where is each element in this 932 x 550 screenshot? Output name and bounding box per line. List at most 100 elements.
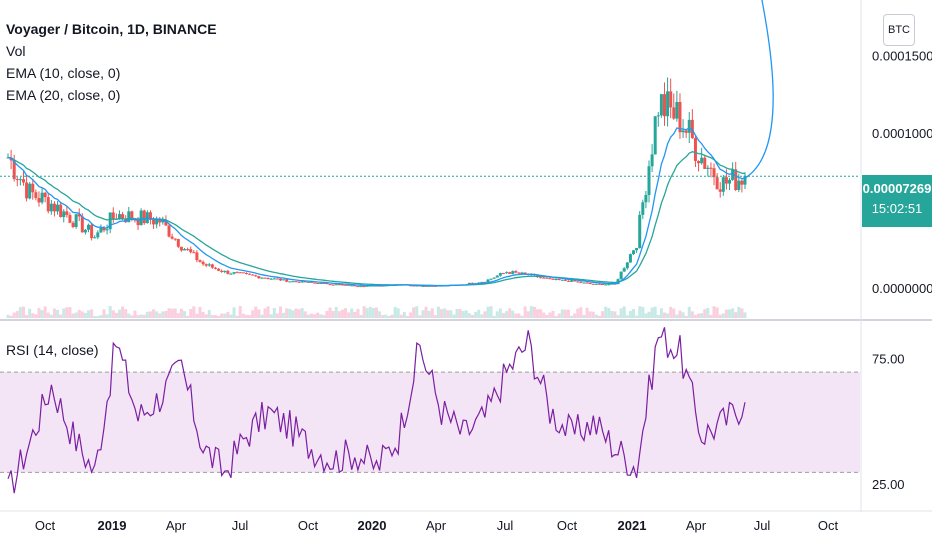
volume-bar [285, 308, 289, 318]
candle-body [316, 282, 320, 284]
volume-bar [635, 315, 639, 318]
volume-bar [108, 306, 112, 318]
candle-body [288, 281, 292, 283]
volume-bar [167, 308, 171, 318]
candle-body [325, 283, 329, 285]
volume-bar [62, 308, 66, 318]
candle-body [647, 166, 651, 195]
candle-body [217, 268, 221, 271]
volume-bar [186, 315, 190, 318]
candle-body [644, 194, 648, 203]
candle-body [275, 278, 279, 280]
candle-body [254, 275, 258, 277]
volume-bar [102, 309, 106, 318]
ema-10-label[interactable]: EMA (10, close, 0) [6, 65, 121, 81]
candle-body [421, 285, 425, 287]
candle-body [232, 272, 236, 274]
candle-body [495, 275, 499, 278]
ema-20-line [7, 151, 746, 287]
volume-bar [529, 306, 533, 318]
candle-body [25, 182, 29, 199]
volume-bar [334, 306, 338, 318]
candle-body [681, 130, 685, 133]
rsi-indicator-label[interactable]: RSI (14, close) [6, 342, 99, 358]
candle-body [195, 252, 199, 261]
candle-body [155, 218, 159, 225]
volume-bar [83, 312, 87, 318]
rsi-band [0, 372, 860, 473]
candle-body [31, 183, 35, 193]
volume-bar [588, 311, 592, 318]
candle-body [124, 218, 128, 223]
candle-body [99, 227, 103, 233]
candle-body [282, 279, 286, 281]
volume-bar [724, 309, 728, 318]
candle-body [229, 273, 233, 275]
time-axis-tick-label: Jul [232, 518, 249, 533]
volume-bar [173, 308, 177, 318]
symbol-title[interactable]: Voyager / Bitcoin, 1D, BINANCE [6, 21, 217, 37]
candle-body [102, 227, 106, 231]
candle-body [470, 282, 474, 284]
candle-body [192, 252, 196, 254]
candle-body [650, 154, 654, 167]
volume-bar [591, 311, 595, 318]
volume-bar [666, 313, 670, 318]
volume-bar [467, 313, 471, 318]
candle-body [21, 179, 25, 183]
candle-body [285, 279, 289, 282]
ema-20-label[interactable]: EMA (20, close, 0) [6, 87, 121, 103]
volume-bar [71, 313, 75, 318]
candle-body [675, 101, 679, 119]
time-axis-tick-label: 2020 [358, 518, 387, 533]
candle-body [517, 272, 521, 274]
volume-bar [734, 312, 738, 318]
volume-bar [353, 312, 357, 318]
candle-body [709, 167, 713, 169]
volume-bar [378, 311, 382, 318]
time-axis-tick-label: Oct [35, 518, 56, 533]
candle-body [176, 239, 180, 247]
time-axis[interactable]: Oct 2019 Apr Jul Oct 2020 Apr Jul Oct 2021 Apr Jul O… [35, 518, 839, 533]
currency-button[interactable]: BTC [883, 14, 915, 46]
volume-bar [480, 314, 484, 318]
volume-bar [653, 306, 657, 318]
volume-bar [384, 314, 388, 318]
volume-bar [693, 314, 697, 318]
volume-bar [114, 312, 118, 318]
candle-body [223, 270, 227, 272]
volume-bar [297, 309, 301, 318]
volume-bar [77, 309, 81, 318]
candle-body [260, 277, 264, 279]
volume-bar [306, 314, 310, 318]
candle-body [625, 262, 629, 269]
candle-body [635, 247, 639, 251]
candle-body [424, 285, 428, 287]
candle-body [554, 278, 558, 280]
candle-body [653, 116, 657, 155]
volume-bar [275, 313, 279, 318]
volume-bar [619, 308, 623, 318]
volume-bar [731, 308, 735, 318]
candle-body [18, 179, 22, 181]
time-axis-tick-label: Apr [426, 518, 447, 533]
volume-bar [272, 308, 276, 318]
volume-bar [526, 311, 530, 318]
time-axis-tick-label: 2021 [618, 518, 647, 533]
candle-body [213, 267, 217, 269]
candle-body [505, 272, 509, 274]
candle-body [703, 157, 707, 169]
candle-body [337, 284, 341, 286]
volume-bar [570, 315, 574, 318]
candle-body [601, 283, 605, 285]
volume-bar [59, 314, 63, 318]
volume-bar [282, 312, 286, 318]
volume-bar [597, 315, 601, 318]
volume-indicator-label[interactable]: Vol [6, 43, 26, 59]
candle-body [347, 284, 351, 286]
volume-bar [142, 314, 146, 318]
volume-bar [387, 315, 391, 318]
candle-body [201, 261, 205, 265]
